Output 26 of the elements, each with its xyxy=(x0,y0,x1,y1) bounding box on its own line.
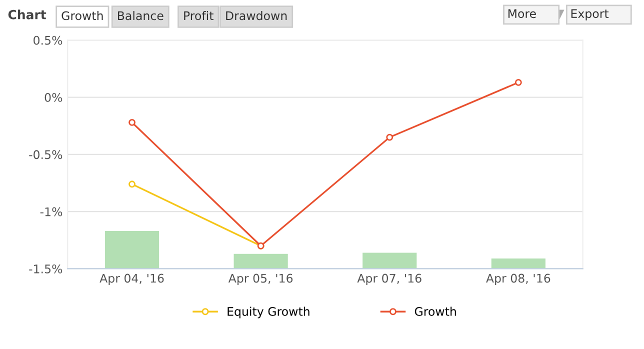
text: Export xyxy=(571,9,609,20)
chart-title: Chart xyxy=(8,10,46,20)
y-tick-label: -1.5% xyxy=(29,264,62,274)
legend-label: Growth xyxy=(414,306,456,316)
y-tick-label: 0% xyxy=(44,93,62,102)
x-tick-label: Apr 04, '16 xyxy=(100,274,164,286)
legend-label: Equity Growth xyxy=(228,306,310,318)
y-tick-label: -0.5% xyxy=(29,150,62,160)
text: Growth xyxy=(62,11,103,20)
text: Profit xyxy=(184,11,214,20)
point xyxy=(386,134,394,141)
text: Balance xyxy=(118,11,164,20)
x-tick-label: Apr 07, '16 xyxy=(357,274,422,286)
y-tick-label: 0.5% xyxy=(34,36,62,45)
point xyxy=(128,118,136,126)
bar xyxy=(104,231,160,269)
bar xyxy=(362,252,417,269)
point xyxy=(128,180,136,188)
text: Drawdown xyxy=(226,11,287,20)
bar xyxy=(491,258,546,269)
x-tick-label: Apr 08, '16 xyxy=(486,274,550,286)
text: More xyxy=(508,9,536,18)
point xyxy=(514,78,522,86)
x-tick-label: Apr 05, '16 xyxy=(228,274,293,286)
y-tick-label: -1% xyxy=(40,207,62,216)
bar xyxy=(234,254,288,269)
